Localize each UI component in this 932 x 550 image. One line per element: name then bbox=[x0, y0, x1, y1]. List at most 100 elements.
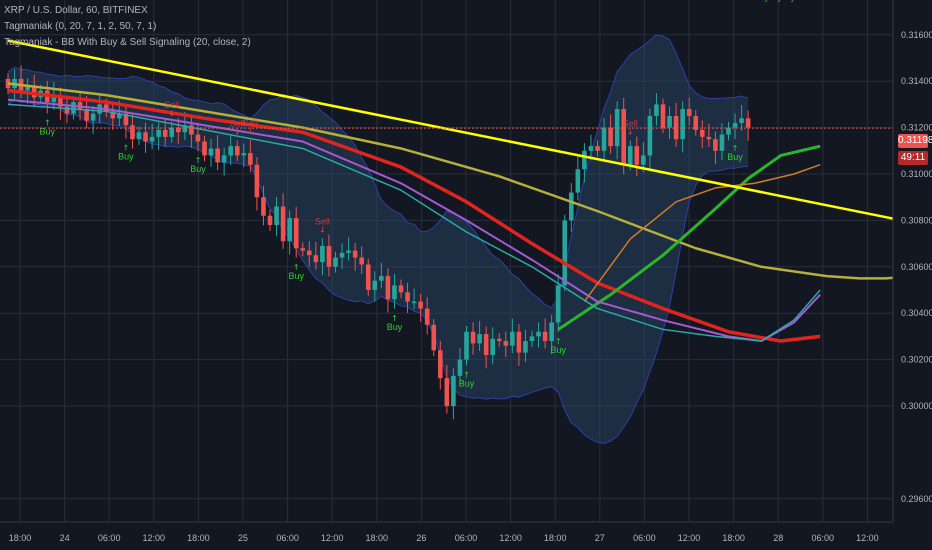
candle-body bbox=[667, 116, 672, 128]
candle-body bbox=[293, 218, 299, 249]
candle-body bbox=[411, 301, 417, 304]
candle-body bbox=[25, 85, 30, 91]
buy-arrow-icon: ↑ bbox=[195, 156, 202, 165]
candle-body bbox=[64, 106, 70, 114]
candle-body bbox=[392, 285, 397, 300]
candle-body bbox=[31, 85, 37, 98]
bollinger-upper-band bbox=[7, 34, 749, 309]
legend-indicator-2[interactable]: Tagmaniak - BB With Buy & Sell Signaling… bbox=[4, 37, 251, 48]
price-axis-bg bbox=[893, 0, 932, 550]
candle-body bbox=[438, 350, 443, 379]
buy-arrow-icon: ↑ bbox=[771, 0, 778, 2]
candle-body bbox=[693, 116, 699, 130]
time-tick-label: 18:00 bbox=[187, 533, 210, 543]
time-tick-label: 25 bbox=[238, 533, 248, 543]
candle-body bbox=[228, 146, 233, 156]
candle-body bbox=[542, 331, 548, 342]
buy-signal-label: Buy bbox=[550, 345, 566, 355]
time-tick-label: 12:00 bbox=[321, 533, 344, 543]
price-tick-label: 0.31600 bbox=[901, 30, 932, 40]
candle-body bbox=[189, 125, 194, 135]
candle-body bbox=[90, 113, 96, 121]
price-tick-label: 0.31000 bbox=[901, 169, 932, 179]
candle-body bbox=[287, 218, 292, 242]
candle-body bbox=[457, 359, 463, 376]
candle-body bbox=[352, 250, 358, 258]
candle-body bbox=[372, 280, 378, 290]
price-tick-label: 0.30400 bbox=[901, 308, 932, 318]
candle-body bbox=[241, 153, 247, 156]
candle-body bbox=[248, 153, 253, 165]
candle-body bbox=[320, 245, 325, 263]
last-price-badge: 0.31198 bbox=[898, 134, 932, 148]
candle-body bbox=[71, 102, 76, 114]
legend-indicator-1[interactable]: Tagmaniak (0, 20, 7, 1, 2, 50, 7, 1) bbox=[4, 21, 157, 32]
candle-body bbox=[680, 109, 685, 140]
candle-body bbox=[595, 146, 600, 151]
candle-body bbox=[654, 104, 659, 116]
candle-body bbox=[745, 118, 751, 128]
candle-body bbox=[726, 127, 731, 135]
buy-signal-label: Buy bbox=[387, 322, 403, 332]
time-tick-label: 24 bbox=[60, 533, 70, 543]
candle-body bbox=[529, 336, 535, 342]
candle-body bbox=[719, 134, 725, 151]
buy-arrow-icon: ↑ bbox=[463, 370, 470, 379]
candle-body bbox=[464, 331, 469, 360]
candle-body bbox=[103, 104, 109, 112]
ma-teal-line bbox=[7, 103, 821, 342]
legend-symbol[interactable]: XRP / U.S. Dollar, 60, BITFINEX bbox=[4, 5, 148, 16]
candle-body bbox=[713, 139, 718, 151]
candle-body bbox=[385, 276, 391, 300]
candle-body bbox=[195, 134, 201, 142]
candle-body bbox=[261, 197, 266, 216]
candle-body bbox=[234, 146, 240, 156]
time-tick-label: 12:00 bbox=[678, 533, 701, 543]
candle-body bbox=[739, 118, 744, 123]
candle-body bbox=[582, 150, 587, 170]
candle-body bbox=[215, 148, 220, 163]
sell-signal-label: Sell bbox=[623, 118, 638, 128]
buy-arrow-icon: ↑ bbox=[784, 0, 791, 2]
candle-body bbox=[365, 264, 371, 290]
buy-signal-label: Buy bbox=[40, 126, 56, 136]
candle-body bbox=[686, 109, 692, 116]
candle-body bbox=[110, 111, 116, 119]
candle-body bbox=[732, 122, 738, 128]
ma-red-line bbox=[7, 88, 821, 343]
price-tick-label: 0.31400 bbox=[901, 76, 932, 86]
candle-body bbox=[634, 146, 640, 165]
buy-signal-label: Buy bbox=[753, 0, 769, 2]
candle-body bbox=[117, 113, 122, 119]
candle-body bbox=[156, 129, 161, 137]
candle-body bbox=[307, 250, 312, 256]
time-tick-label: 27 bbox=[595, 533, 605, 543]
candle-body bbox=[621, 109, 626, 165]
sell-signal-label: Sell bbox=[243, 118, 258, 128]
buy-signal-label: Buy bbox=[780, 0, 796, 2]
candlesticks bbox=[5, 65, 751, 420]
buy-arrow-icon: ↑ bbox=[293, 263, 300, 272]
candle-body bbox=[326, 245, 332, 267]
buy-arrow-icon: ↑ bbox=[123, 144, 130, 153]
candle-body bbox=[555, 285, 561, 323]
candle-body bbox=[313, 255, 319, 263]
time-tick-label: 06:00 bbox=[812, 533, 835, 543]
candle-body bbox=[123, 113, 129, 126]
buy-signal-label: Buy bbox=[288, 271, 304, 281]
candle-body bbox=[510, 331, 515, 346]
time-tick-label: 06:00 bbox=[633, 533, 656, 543]
buy-arrow-icon: ↑ bbox=[391, 314, 398, 323]
candle-body bbox=[641, 155, 646, 165]
candle-body bbox=[130, 125, 135, 140]
candle-body bbox=[516, 331, 522, 353]
candle-body bbox=[647, 116, 653, 156]
buy-signal-label: Buy bbox=[459, 378, 475, 388]
candle-body bbox=[221, 155, 227, 163]
candle-body bbox=[143, 132, 148, 142]
time-tick-label: 28 bbox=[773, 533, 783, 543]
candle-body bbox=[575, 169, 581, 193]
time-tick-label: 18:00 bbox=[544, 533, 567, 543]
candle-body bbox=[149, 136, 155, 142]
